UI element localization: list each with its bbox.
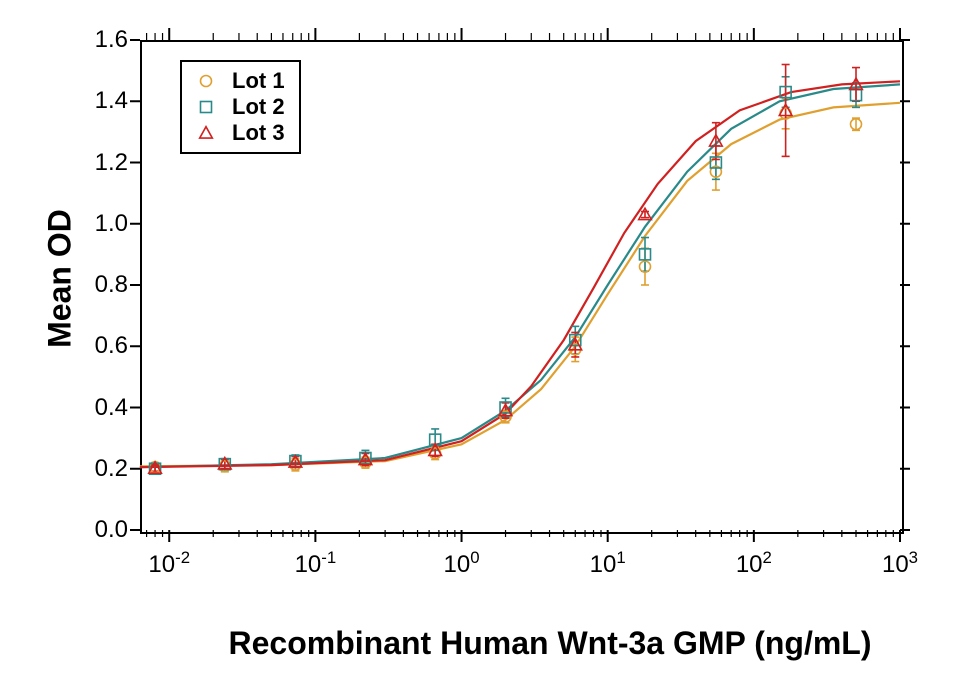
- y-tick-label: 1.2: [70, 149, 128, 177]
- y-tick-label: 0.6: [70, 332, 128, 360]
- x-tick-label: 101: [573, 548, 643, 579]
- legend: Lot 1Lot 2Lot 3: [180, 60, 301, 154]
- x-tick-label: 10-2: [134, 548, 204, 579]
- y-tick-label: 0.8: [70, 271, 128, 299]
- y-tick-label: 1.4: [70, 87, 128, 115]
- y-tick-label: 0.2: [70, 455, 128, 483]
- legend-label: Lot 1: [232, 68, 285, 94]
- legend-row: Lot 1: [192, 68, 285, 94]
- chart-container: Mean OD Recombinant Human Wnt-3a GMP (ng…: [0, 0, 980, 682]
- y-tick-label: 1.6: [70, 26, 128, 54]
- x-tick-label: 10-1: [280, 548, 350, 579]
- legend-label: Lot 2: [232, 94, 285, 120]
- legend-row: Lot 2: [192, 94, 285, 120]
- y-tick-label: 0.0: [70, 516, 128, 544]
- x-tick-label: 102: [719, 548, 789, 579]
- triangle-icon: [192, 121, 220, 145]
- circle-icon: [192, 69, 220, 93]
- legend-label: Lot 3: [232, 120, 285, 146]
- x-tick-label: 100: [427, 548, 497, 579]
- legend-row: Lot 3: [192, 120, 285, 146]
- y-tick-label: 0.4: [70, 394, 128, 422]
- x-axis-title: Recombinant Human Wnt-3a GMP (ng/mL): [120, 625, 980, 662]
- square-icon: [192, 95, 220, 119]
- y-tick-label: 1.0: [70, 210, 128, 238]
- x-tick-label: 103: [865, 548, 935, 579]
